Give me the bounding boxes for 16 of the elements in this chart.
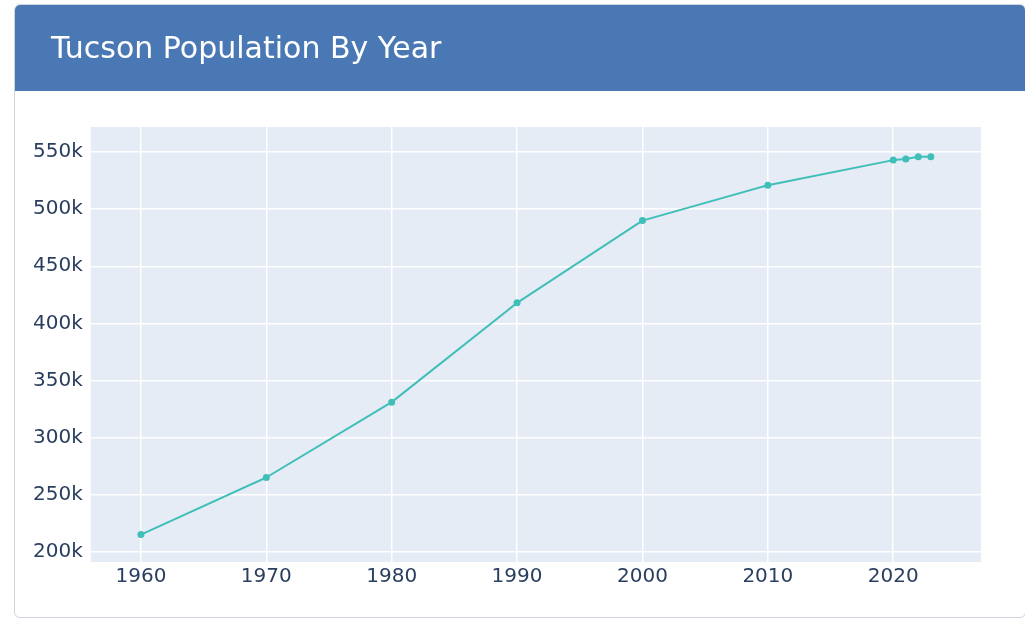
y-tick-label: 200k <box>32 537 84 562</box>
x-tick-label: 2010 <box>742 563 794 588</box>
y-tick-label: 550k <box>32 138 84 163</box>
x-tick-label: 1960 <box>115 563 167 588</box>
y-tick-label: 400k <box>32 309 84 334</box>
y-tick-label: 450k <box>32 252 84 277</box>
x-tick-label: 2020 <box>867 563 919 588</box>
y-tick-label: 350k <box>32 366 84 391</box>
x-tick-label: 1980 <box>366 563 418 588</box>
chart-title: Tucson Population By Year <box>15 5 1025 91</box>
y-tick-label: 500k <box>32 195 84 220</box>
x-tick-label: 2000 <box>617 563 668 588</box>
y-tick-label: 300k <box>32 423 84 448</box>
y-tick-label: 250k <box>32 480 84 505</box>
x-tick-label: 1970 <box>240 563 292 588</box>
x-tick-label: 1990 <box>491 563 543 588</box>
